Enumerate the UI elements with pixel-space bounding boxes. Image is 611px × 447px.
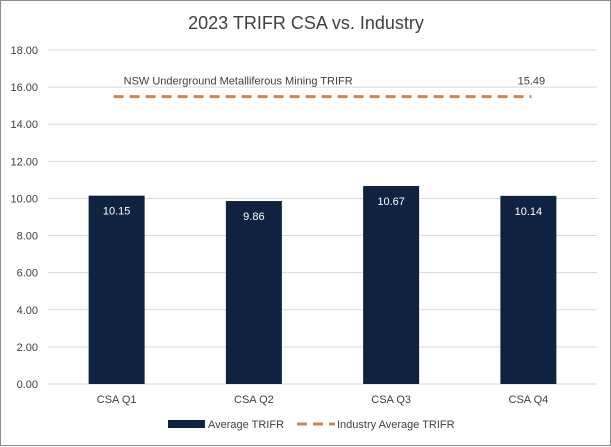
bar-data-label: 9.86 [243,211,264,223]
x-tick-label: CSA Q2 [234,394,274,406]
y-tick-label: 4.00 [17,305,38,317]
y-axis-ticks: 0.00 2.00 4.00 6.00 8.00 10.00 12.00 14.00 16.00… [10,45,38,391]
y-tick-label: 6.00 [17,268,38,280]
industry-line-annotation: NSW Underground Metalliferous Mining TRI… [124,76,353,88]
x-axis-labels: CSA Q1 CSA Q2 CSA Q3 CSA Q4 [97,394,549,406]
y-tick-label: 2.00 [17,342,38,354]
legend-label-average-trifr: Average TRIFR [208,419,284,431]
y-tick-label: 8.00 [17,231,38,243]
x-tick-label: CSA Q1 [97,394,137,406]
x-tick-label: CSA Q3 [371,394,411,406]
y-tick-label: 10.00 [10,193,38,205]
y-tick-label: 16.00 [10,82,38,94]
bar-data-label: 10.14 [515,206,543,218]
y-tick-label: 12.00 [10,156,38,168]
y-tick-label: 14.00 [10,119,38,131]
bar-data-label: 10.15 [103,206,131,218]
y-tick-label: 0.00 [17,379,38,391]
bar-series: 10.15 9.86 10.67 10.14 [88,186,557,384]
legend-label-industry-trifr: Industry Average TRIFR [337,419,455,431]
industry-line-series: NSW Underground Metalliferous Mining TRI… [113,76,546,99]
bar-csa-q4 [500,195,557,384]
bar-data-label: 10.67 [377,196,405,208]
chart-title: 2023 TRIFR CSA vs. Industry [188,13,424,33]
legend-swatch-average-trifr [168,420,205,428]
bar-csa-q1 [88,195,145,384]
industry-line-data-label: 15.49 [518,76,546,88]
x-tick-label: CSA Q4 [509,394,549,406]
y-tick-label: 18.00 [10,45,38,57]
bar-csa-q2 [225,201,282,384]
legend: Average TRIFR Industry Average TRIFR [168,419,455,431]
bar-csa-q3 [363,186,420,384]
